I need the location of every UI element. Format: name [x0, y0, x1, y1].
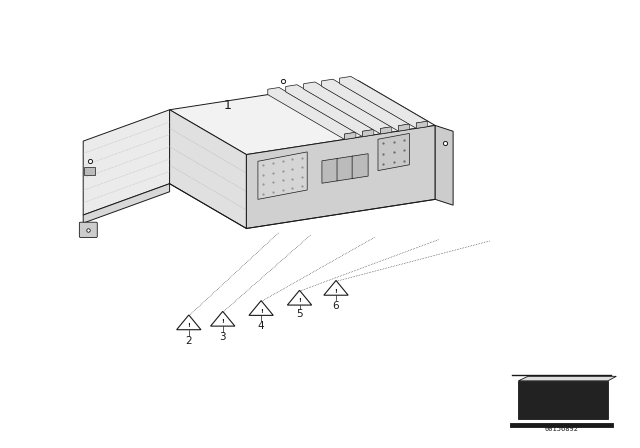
- Polygon shape: [518, 381, 608, 419]
- Polygon shape: [398, 124, 410, 131]
- Polygon shape: [287, 290, 312, 305]
- Polygon shape: [321, 79, 410, 131]
- Polygon shape: [344, 132, 356, 139]
- Polygon shape: [518, 376, 616, 381]
- Polygon shape: [83, 184, 170, 223]
- Text: 00156892: 00156892: [545, 426, 579, 432]
- Polygon shape: [378, 134, 410, 171]
- FancyBboxPatch shape: [79, 222, 97, 237]
- Polygon shape: [211, 311, 235, 326]
- Polygon shape: [258, 152, 307, 199]
- Text: !: !: [260, 309, 262, 314]
- Polygon shape: [83, 110, 170, 215]
- Polygon shape: [303, 82, 392, 134]
- Polygon shape: [435, 125, 453, 205]
- Text: 2: 2: [186, 336, 192, 346]
- Text: 5: 5: [296, 310, 303, 319]
- Polygon shape: [322, 158, 338, 183]
- Text: !: !: [335, 289, 337, 293]
- Polygon shape: [249, 301, 273, 315]
- Polygon shape: [170, 81, 435, 155]
- Polygon shape: [352, 154, 368, 179]
- Polygon shape: [177, 315, 201, 330]
- Text: 4: 4: [258, 321, 264, 331]
- Text: 3: 3: [220, 332, 226, 342]
- Text: !: !: [221, 319, 224, 324]
- Polygon shape: [337, 156, 353, 181]
- Text: 1: 1: [223, 99, 231, 112]
- Polygon shape: [417, 121, 428, 128]
- Polygon shape: [285, 85, 374, 137]
- Polygon shape: [170, 110, 246, 228]
- Polygon shape: [362, 129, 374, 137]
- Text: 6: 6: [333, 301, 339, 310]
- Polygon shape: [340, 77, 428, 128]
- Polygon shape: [324, 280, 348, 295]
- Polygon shape: [380, 127, 392, 134]
- Text: !: !: [188, 323, 190, 328]
- Text: !: !: [298, 298, 301, 303]
- Polygon shape: [268, 87, 356, 139]
- Polygon shape: [246, 125, 435, 228]
- Bar: [84, 167, 95, 175]
